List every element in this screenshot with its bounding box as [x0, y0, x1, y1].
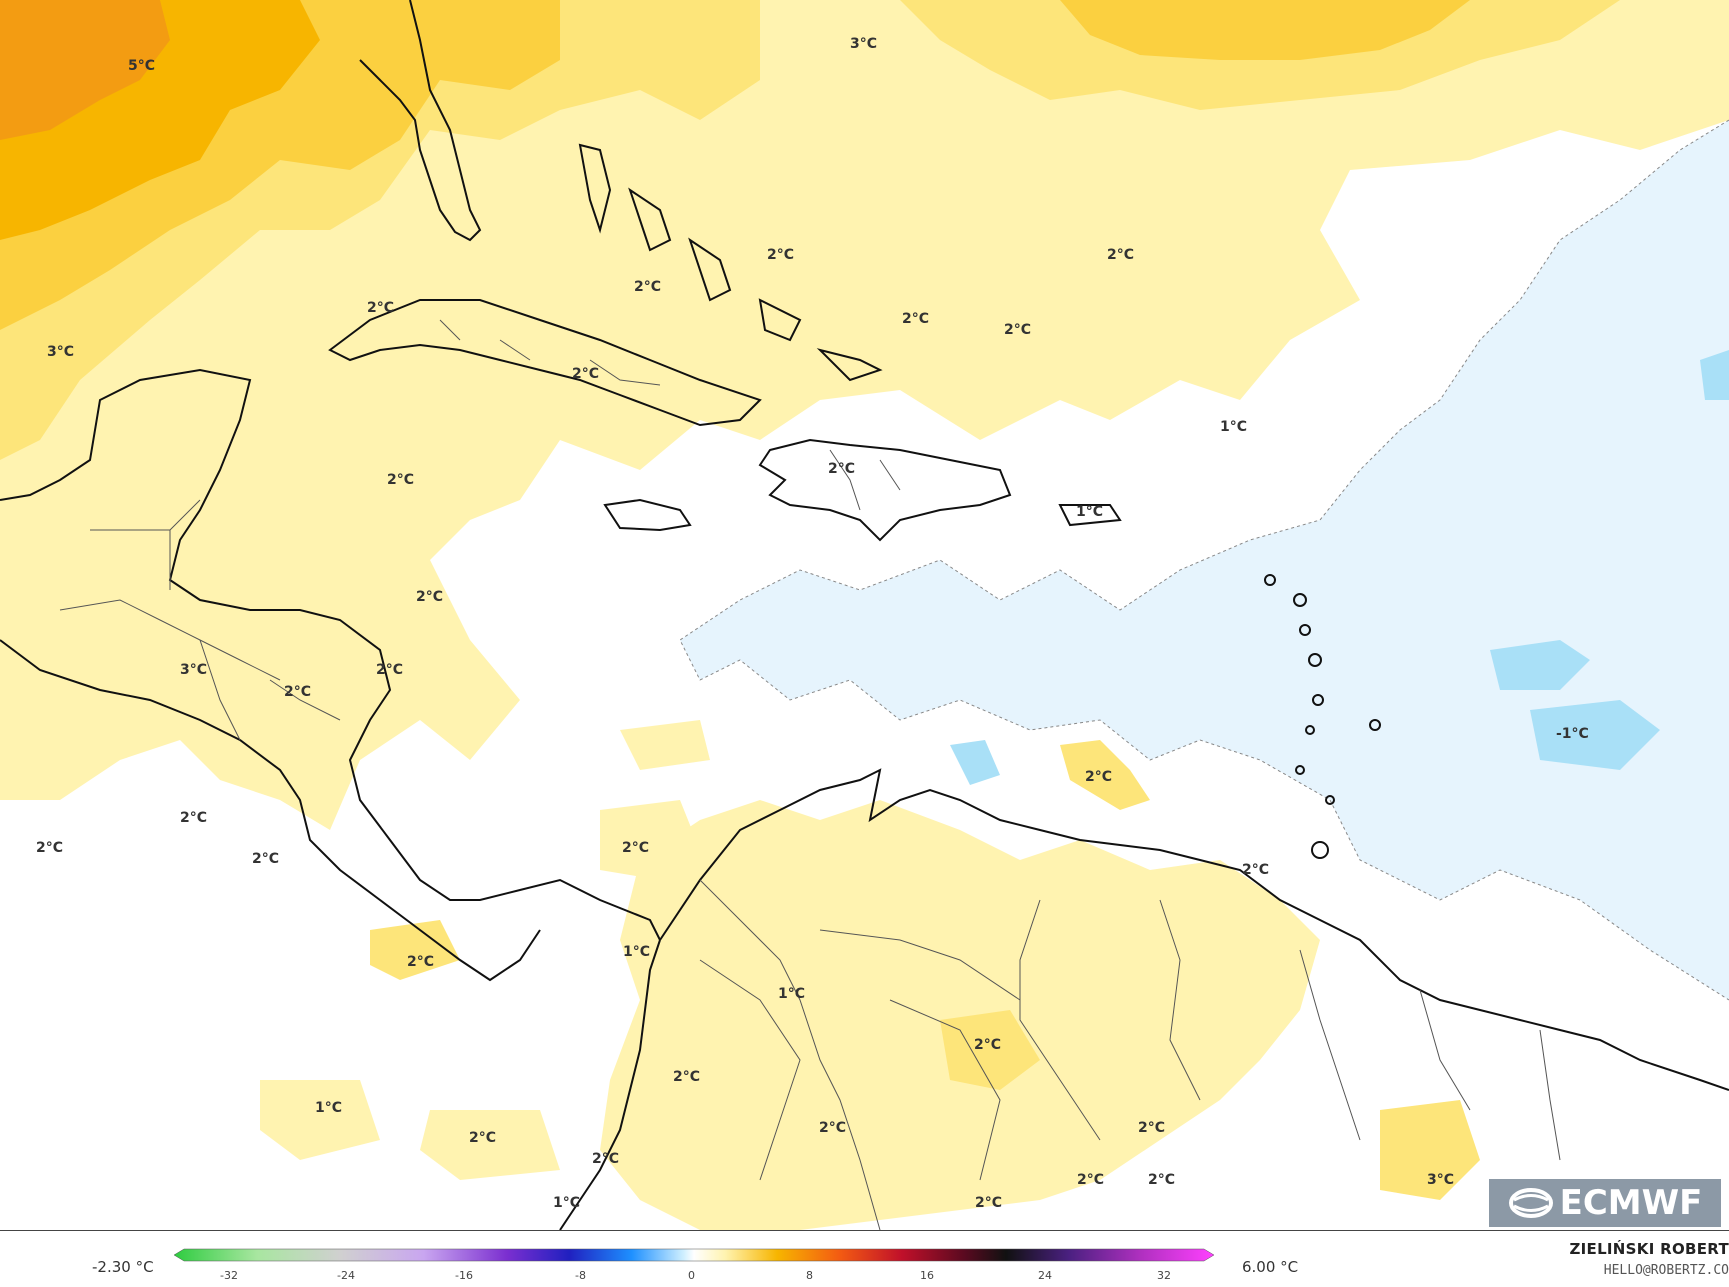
- map-label: 2°C: [1138, 1120, 1165, 1136]
- map-label: 1°C: [553, 1195, 580, 1211]
- color-scale-tick: 0: [688, 1269, 695, 1282]
- coast-south-america-north: [659, 768, 1729, 1091]
- map-label: 1°C: [623, 944, 650, 960]
- map-label: 2°C: [36, 840, 63, 856]
- map-label: 2°C: [284, 684, 311, 700]
- coast-bahamas: [578, 143, 883, 382]
- ecmwf-logo: ECMWF: [1489, 1179, 1721, 1227]
- map-label: 2°C: [634, 279, 661, 295]
- map-label: 2°C: [1148, 1172, 1175, 1188]
- map-label: 1°C: [1076, 504, 1103, 520]
- map-label: 2°C: [1004, 322, 1031, 338]
- warm-patch-6: [420, 1110, 560, 1180]
- color-scale-tick: -16: [455, 1269, 473, 1282]
- anomaly-map: 5°C 3°C 3°C 2°C 2°C 2°C 2°C 2°C 2°C 2°C …: [0, 0, 1729, 1231]
- coast-hispaniola: [758, 438, 1012, 542]
- color-scale-tick: 24: [1038, 1269, 1052, 1282]
- map-label: 2°C: [592, 1151, 619, 1167]
- author-email: HELLO@ROBERTZ.CO: [1603, 1263, 1729, 1278]
- cool-spot-1: [1490, 640, 1590, 690]
- map-label: 1°C: [315, 1100, 342, 1116]
- legend-min-label: -2.30 °C: [92, 1258, 154, 1276]
- map-label: 2°C: [416, 589, 443, 605]
- zero-contour-line: [679, 119, 1729, 1001]
- color-scale-ticks: -32 -24 -16 -8 0 8 16 24 32: [220, 1269, 1171, 1282]
- map-label: 2°C: [387, 472, 414, 488]
- map-label: 2°C: [367, 300, 394, 316]
- cool-spot-3: [1700, 350, 1729, 400]
- map-label: 2°C: [828, 461, 855, 477]
- warm-zone-south: [600, 800, 1320, 1230]
- map-label: 2°C: [1077, 1172, 1104, 1188]
- warm-zone-guiana: [1380, 1100, 1480, 1200]
- cool-spot-2: [1530, 700, 1660, 770]
- color-scale-bar: -32 -24 -16 -8 0 8 16 24 32: [174, 1248, 1214, 1282]
- coast-jamaica: [603, 498, 692, 532]
- admin-borders: [59, 319, 1561, 1230]
- map-label: 1°C: [778, 986, 805, 1002]
- cool-zone-east: [680, 120, 1729, 1000]
- color-scale-gradient: [174, 1248, 1214, 1262]
- map-label: -1°C: [1556, 726, 1589, 742]
- author-credit: ZIELIŃSKI ROBERT: [1569, 1240, 1729, 1258]
- map-label: 3°C: [1427, 1172, 1454, 1188]
- map-label: 2°C: [767, 247, 794, 263]
- map-label: 2°C: [622, 840, 649, 856]
- map-label: 1°C: [1220, 419, 1247, 435]
- map-label: 2°C: [572, 366, 599, 382]
- color-scale-tick: 8: [806, 1269, 813, 1282]
- legend-max-label: 6.00 °C: [1242, 1258, 1299, 1276]
- map-canvas: 5°C 3°C 3°C 2°C 2°C 2°C 2°C 2°C 2°C 2°C …: [0, 0, 1729, 1230]
- map-label: 2°C: [252, 851, 279, 867]
- map-label: 2°C: [469, 1130, 496, 1146]
- color-scale-tick: -8: [575, 1269, 586, 1282]
- coast-florida: [359, 0, 482, 242]
- coast-central-america: [0, 368, 661, 941]
- color-scale-tick: -32: [220, 1269, 238, 1282]
- map-label: 3°C: [850, 36, 877, 52]
- map-label: 2°C: [974, 1037, 1001, 1053]
- map-label: 3°C: [47, 344, 74, 360]
- coast-lesser-antilles: [1264, 574, 1381, 859]
- map-label: 2°C: [407, 954, 434, 970]
- coast-cuba: [328, 299, 762, 427]
- coast-south-america-west: [559, 939, 661, 1230]
- coast-pacific-central-america: [0, 639, 541, 982]
- map-label: 2°C: [1107, 247, 1134, 263]
- map-label: 2°C: [902, 311, 929, 327]
- map-label: 2°C: [1085, 769, 1112, 785]
- warm-patch-3: [620, 720, 710, 770]
- warm-zone-atlantic-core: [1060, 0, 1470, 60]
- warm-patch-1: [1060, 740, 1150, 810]
- warm-zone-north: [0, 0, 1729, 830]
- warm-zone-hotspot: [0, 0, 170, 140]
- coast-puerto-rico: [1058, 504, 1122, 527]
- map-label: 2°C: [975, 1195, 1002, 1211]
- temperature-labels: 5°C 3°C 3°C 2°C 2°C 2°C 2°C 2°C 2°C 2°C …: [36, 36, 1589, 1211]
- map-label: 2°C: [376, 662, 403, 678]
- map-label: 2°C: [819, 1120, 846, 1136]
- color-scale-tick: 32: [1157, 1269, 1171, 1282]
- warm-patch-5: [260, 1080, 380, 1160]
- map-label: 2°C: [1242, 862, 1269, 878]
- warm-zone-south-core: [940, 1010, 1040, 1090]
- cool-spot-4: [950, 740, 1000, 785]
- ecmwf-logo-mark-icon: [1508, 1188, 1553, 1218]
- ecmwf-logo-text: ECMWF: [1559, 1183, 1703, 1223]
- map-label: 3°C: [180, 662, 207, 678]
- map-label: 2°C: [180, 810, 207, 826]
- map-label: 2°C: [673, 1069, 700, 1085]
- color-scale-tick: 16: [920, 1269, 934, 1282]
- warm-patch-4: [370, 920, 460, 980]
- color-scale-tick: -24: [337, 1269, 355, 1282]
- map-label: 5°C: [128, 58, 155, 74]
